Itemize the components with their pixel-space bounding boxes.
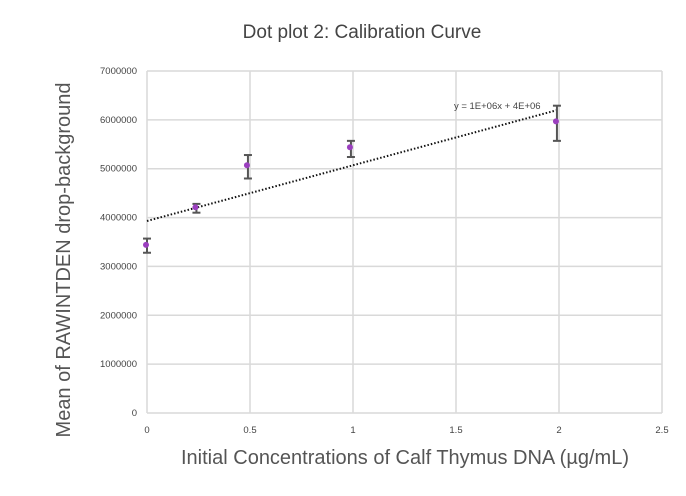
- y-tick-label: 5000000: [100, 164, 137, 175]
- x-tick-label: 2: [556, 425, 561, 436]
- y-tick-label: 2000000: [100, 310, 137, 321]
- y-tick-label: 6000000: [100, 115, 137, 126]
- data-point: [143, 241, 149, 248]
- data-point: [346, 144, 353, 151]
- y-tick-label: 1000000: [100, 359, 137, 370]
- data-point: [192, 204, 199, 211]
- x-tick-label: 1.5: [449, 425, 462, 436]
- chart-title: Dot plot 2: Calibration Curve: [243, 22, 482, 43]
- trendline-group: y = 1E+06x + 4E+06: [146, 101, 560, 222]
- trendline-equation: y = 1E+06x + 4E+06: [454, 101, 541, 112]
- x-tick-label: 0.5: [243, 425, 256, 436]
- tick-labels: 0 1000000 2000000 3000000 4000000 5000000 6000…: [100, 66, 669, 436]
- data-point: [552, 118, 559, 125]
- data-points: [143, 104, 561, 254]
- y-tick-label: 0: [132, 408, 137, 419]
- y-axis-label: Mean of RAWINTDEN drop-background: [53, 83, 75, 438]
- y-tick-label: 7000000: [100, 66, 137, 77]
- x-tick-label: 0: [144, 425, 149, 436]
- y-tick-label: 4000000: [100, 213, 137, 224]
- trendline: [146, 108, 560, 222]
- grid: [146, 70, 663, 414]
- x-axis-label: Initial Concentrations of Calf Thymus DN…: [181, 447, 629, 469]
- x-tick-label: 2.5: [655, 425, 668, 436]
- data-point: [243, 162, 250, 169]
- x-tick-label: 1: [350, 425, 355, 436]
- y-tick-label: 3000000: [100, 261, 137, 272]
